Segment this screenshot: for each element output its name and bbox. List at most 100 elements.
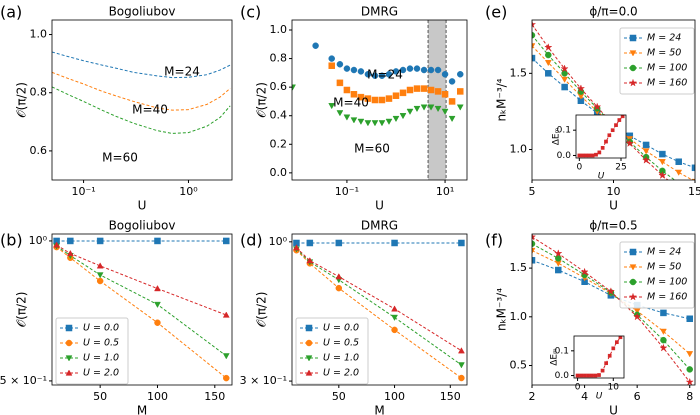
marker (560, 64, 569, 73)
marker (592, 102, 602, 111)
marker (406, 65, 414, 72)
legend-marker (65, 339, 73, 347)
marker (685, 377, 694, 385)
marker (391, 314, 398, 321)
marker (350, 66, 358, 74)
marker (357, 68, 365, 75)
x-axis-label: M (137, 404, 147, 415)
marker (554, 249, 563, 258)
y-tick-label: 0.8 (30, 86, 48, 99)
marker (441, 108, 449, 115)
marker (625, 138, 635, 148)
legend-marker (305, 324, 313, 332)
marker (659, 150, 666, 158)
plot-area (52, 20, 232, 180)
legend-label: M = 50 (647, 262, 681, 273)
marker (604, 361, 608, 366)
y-axis-label: nₖM⁻³/⁴ (495, 288, 509, 331)
panel-title: DMRG (361, 219, 398, 233)
marker (658, 170, 667, 180)
marker (544, 42, 553, 52)
x-tick-label: 10⁰ (179, 185, 198, 198)
y-tick-label: 0.0 (555, 371, 570, 381)
marker (456, 104, 464, 111)
series-group (577, 115, 625, 158)
axes-frame (575, 114, 627, 159)
y-axis-label: 𝒪(π/2) (255, 82, 269, 118)
y-tick-label: 0.8 (270, 52, 288, 65)
marker (154, 319, 161, 326)
marker (420, 85, 428, 92)
marker (335, 273, 343, 280)
marker (614, 123, 618, 127)
marker (675, 186, 682, 193)
legend-marker (65, 369, 73, 376)
axes-frame (291, 233, 468, 386)
marker (675, 158, 682, 165)
y-tick-label: 3 × 10⁻¹ (240, 374, 287, 387)
marker (378, 72, 386, 79)
marker (555, 255, 562, 262)
x-tick-label: 5 (529, 185, 536, 198)
marker (364, 95, 372, 102)
legend-label: M = 100 (647, 277, 687, 288)
marker (96, 237, 104, 245)
marker (660, 336, 667, 344)
marker (458, 347, 465, 354)
marker (600, 146, 605, 150)
marker (600, 368, 605, 373)
marker (593, 373, 598, 378)
marker (427, 104, 435, 111)
panel-label: (f) (485, 231, 503, 250)
y-axis-label: ΔEₘ (552, 127, 562, 145)
series-group (575, 336, 623, 378)
legend-box (55, 317, 129, 385)
marker (617, 118, 622, 122)
marker (441, 91, 449, 98)
series-line (52, 86, 231, 134)
legend-label: U = 0.0 (323, 323, 359, 334)
marker (413, 65, 421, 72)
marker (350, 91, 358, 98)
x-axis-label: U (609, 404, 618, 415)
legend-marker (65, 324, 73, 332)
marker (458, 239, 465, 247)
marker (413, 85, 421, 92)
marker (441, 71, 449, 78)
legend-marker (305, 339, 313, 347)
x-axis-label: U (138, 199, 147, 213)
marker (154, 301, 161, 309)
y-tick-label: 1.5 (510, 66, 528, 79)
marker (457, 88, 464, 95)
marker (545, 70, 552, 77)
legend-marker (629, 278, 637, 286)
marker (392, 68, 400, 75)
y-tick-label: 1.0 (510, 143, 528, 156)
marker (642, 141, 650, 149)
marker (660, 309, 667, 317)
y-tick-label: 0.6 (30, 144, 48, 157)
marker (392, 115, 400, 123)
marker (378, 120, 386, 127)
marker (677, 179, 680, 180)
marker (597, 373, 601, 377)
panel-title: ϕ/π=0.0 (589, 5, 637, 19)
legend-label: U = 0.0 (83, 323, 119, 334)
x-axis-label: U (596, 392, 603, 402)
marker (385, 71, 393, 78)
marker (413, 105, 421, 113)
marker (385, 95, 393, 102)
marker (587, 153, 592, 158)
marker (335, 284, 343, 292)
series-label: M=40 (333, 96, 369, 110)
marker (306, 257, 314, 264)
panel: 50 100 150 5 × 10⁻¹ 10⁰ Bogoliubov (b) M 𝒪(π/2) U… (0, 219, 233, 415)
marker (615, 340, 619, 345)
x-axis-label: U (375, 199, 384, 213)
marker (692, 199, 699, 206)
y-tick-label: 0.5 (510, 359, 528, 372)
series-line (532, 24, 669, 180)
marker (580, 267, 589, 276)
x-tick-label: 6 (634, 390, 641, 403)
